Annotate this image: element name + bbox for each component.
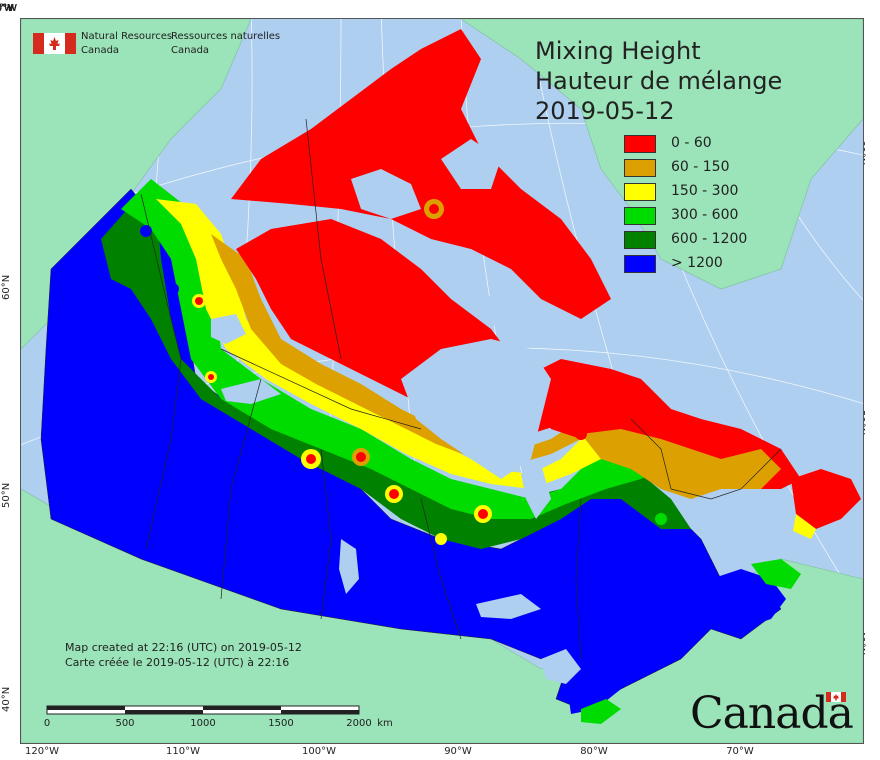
scale-label: 2000 bbox=[346, 718, 372, 729]
graticule-label: 110°W bbox=[0, 3, 17, 14]
title-date: 2019-05-12 bbox=[535, 97, 675, 125]
legend-swatch bbox=[624, 207, 656, 225]
graticule-label: 110°W bbox=[166, 746, 200, 757]
creation-note: Map created at 22:16 (UTC) on 2019-05-12… bbox=[65, 640, 302, 670]
lake-huron bbox=[541, 649, 581, 684]
graticule-label: 90°W bbox=[0, 3, 14, 14]
region-red-mainland bbox=[236, 219, 641, 439]
graticule-label: 30°W bbox=[0, 3, 14, 14]
graticule-label: 50°N bbox=[1, 482, 12, 508]
legend-swatch bbox=[624, 135, 656, 153]
lake-superior bbox=[476, 594, 541, 619]
great-bear-lake bbox=[211, 314, 246, 344]
provincial-boundaries bbox=[140, 118, 782, 660]
canada-wordmark: Canada bbox=[690, 688, 854, 739]
scale-bar: 0 500 1000 1500 2000 km bbox=[44, 704, 393, 729]
legend-label: 60 - 150 bbox=[671, 159, 730, 175]
graticule-label: 20°W bbox=[0, 3, 14, 14]
creation-note-french: Carte créée le 2019-05-12 (UTC) à 22:16 bbox=[65, 656, 290, 669]
canada-flag-icon bbox=[33, 33, 76, 54]
graticule-label: 60°W bbox=[0, 3, 14, 14]
nrcan-french-line2: Canada bbox=[171, 45, 210, 56]
wordmark-flag-icon bbox=[826, 692, 846, 702]
graticule-label: 50°W bbox=[0, 3, 14, 14]
legend-swatch bbox=[624, 183, 656, 201]
map-canvas bbox=[20, 18, 864, 744]
graticule-label: 100°W bbox=[302, 746, 336, 757]
legend-swatch bbox=[624, 231, 656, 249]
graticule-label: 60°N bbox=[1, 274, 12, 300]
nrcan-french-line1: Ressources naturelles bbox=[171, 31, 281, 42]
title-french: Hauteur de mélange bbox=[535, 67, 783, 95]
legend-label: 0 - 60 bbox=[671, 135, 712, 151]
legend-swatch bbox=[624, 159, 656, 177]
graticule-label: 80°W bbox=[580, 746, 608, 757]
graticule-label: 70°W bbox=[726, 746, 754, 757]
region-newfoundland-yellow bbox=[793, 514, 816, 539]
hudson-bay bbox=[401, 339, 551, 479]
region-newfoundland bbox=[791, 469, 861, 529]
scale-unit: km bbox=[377, 718, 393, 729]
graticule-label: 80°W bbox=[0, 3, 14, 14]
scale-bar-graphic bbox=[46, 705, 360, 715]
graticule-label: 160°W bbox=[0, 3, 17, 14]
graticule-label: 40°W bbox=[0, 3, 14, 14]
region-maritimes-green bbox=[751, 559, 801, 589]
arctic-channel-2 bbox=[441, 139, 501, 189]
nrcan-english: Natural Resources Canada bbox=[81, 30, 172, 58]
graticule-label: 40°N bbox=[1, 686, 12, 712]
scale-label: 1000 bbox=[190, 718, 216, 729]
region-red-arctic bbox=[231, 29, 611, 319]
legend-label: 600 - 1200 bbox=[671, 231, 748, 247]
map-svg bbox=[21, 19, 863, 743]
region-orange-labrador bbox=[581, 429, 781, 499]
graticule-label: 130°W bbox=[0, 3, 17, 14]
canada-land bbox=[40, 29, 861, 724]
james-bay bbox=[521, 464, 551, 519]
nrcan-english-line1: Natural Resources bbox=[81, 31, 173, 42]
nrcan-english-line2: Canada bbox=[81, 45, 120, 56]
foxe-basin bbox=[481, 289, 526, 329]
arctic-channels bbox=[351, 169, 421, 219]
legend-label: > 1200 bbox=[671, 255, 723, 271]
graticule-label: 150°W bbox=[0, 3, 17, 14]
scale-label: 500 bbox=[115, 718, 135, 729]
graticule-label: 170°W bbox=[0, 3, 17, 14]
scale-label: 0 bbox=[43, 718, 51, 729]
graticule-label: 120°W bbox=[0, 3, 17, 14]
great-slave-lake bbox=[221, 379, 281, 404]
legend-label: 300 - 600 bbox=[671, 207, 739, 223]
region-south-ontario bbox=[566, 669, 621, 714]
nrcan-french: Ressources naturelles Canada bbox=[171, 30, 280, 58]
hotspots bbox=[140, 199, 667, 545]
greenland bbox=[460, 19, 863, 290]
graticule-label: 120°W bbox=[25, 746, 59, 757]
lake-winnipeg bbox=[339, 539, 359, 594]
legend-label: 150 - 300 bbox=[671, 183, 739, 199]
graticule-label: 100°W bbox=[0, 3, 17, 14]
scale-label: 1500 bbox=[268, 718, 294, 729]
gulf-st-lawrence bbox=[721, 509, 791, 559]
region-yellow bbox=[156, 199, 661, 489]
map-title: Mixing Height Hauteur de mélange 2019-05… bbox=[535, 36, 782, 126]
inland-water bbox=[211, 139, 791, 684]
title-english: Mixing Height bbox=[535, 37, 701, 65]
graticule-label: 90°W bbox=[444, 746, 472, 757]
legend-swatch bbox=[624, 255, 656, 273]
graticule-label: 70°W bbox=[0, 3, 14, 14]
region-south-ontario-green bbox=[581, 699, 621, 724]
creation-note-english: Map created at 22:16 (UTC) on 2019-05-12 bbox=[65, 641, 302, 654]
graticule-label: 140°W bbox=[0, 3, 17, 14]
